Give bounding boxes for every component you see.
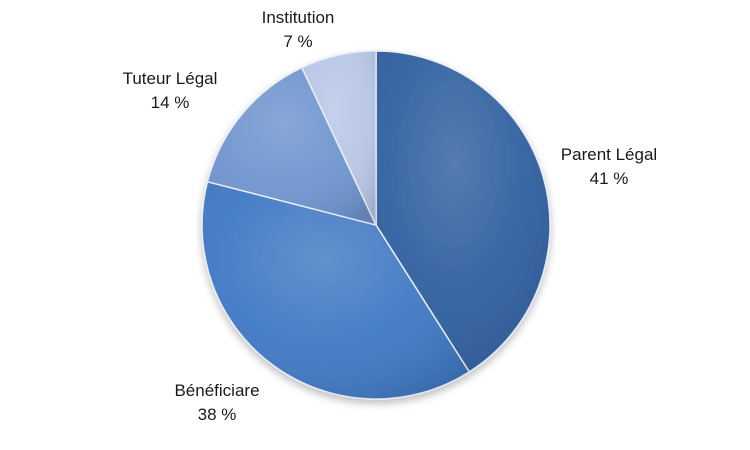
slice-value-label: 7 % — [283, 32, 312, 51]
slice-name-label: Institution — [262, 8, 335, 27]
slice-value-label: 14 % — [151, 93, 190, 112]
pie-data-labels: Parent Légal 41 % Bénéficiare 38 % Tuteur Lé… — [123, 8, 658, 424]
slice-name-label: Bénéficiare — [174, 381, 259, 400]
slice-name-label: Tuteur Légal — [123, 69, 218, 88]
pie-slice-gloss-2 — [202, 181, 470, 399]
pie-slices — [201, 50, 551, 400]
slice-value-label: 41 % — [590, 169, 629, 188]
slice-name-label: Parent Légal — [561, 145, 657, 164]
pie-slice-gloss-3 — [207, 67, 376, 225]
pie-slice-gloss-1 — [376, 51, 550, 372]
slice-value-label: 38 % — [198, 405, 237, 424]
pie-slice-gloss-4 — [301, 51, 376, 225]
